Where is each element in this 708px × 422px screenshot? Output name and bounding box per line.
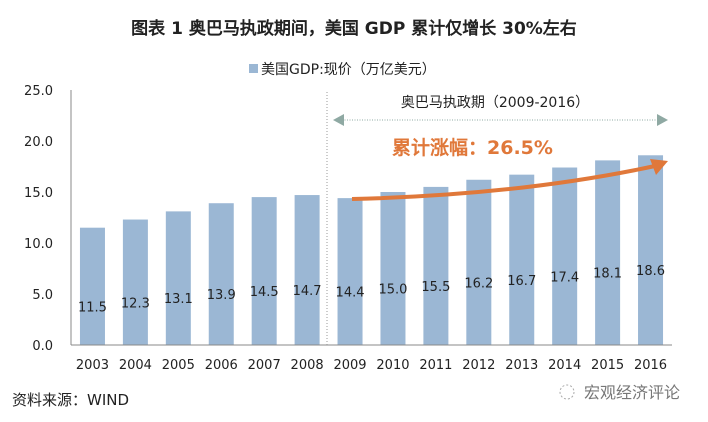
bar-2013 bbox=[509, 174, 535, 345]
bar-2008 bbox=[294, 195, 320, 345]
x-tick-label: 2009 bbox=[333, 358, 366, 373]
bar-2006 bbox=[208, 203, 234, 345]
x-tick-label: 2016 bbox=[634, 358, 667, 373]
bar-2011 bbox=[423, 186, 449, 345]
data-label: 12.3 bbox=[121, 296, 150, 311]
x-tick-label: 2007 bbox=[248, 358, 281, 373]
growth-label: 累计涨幅：26.5% bbox=[392, 136, 553, 159]
wechat-icon bbox=[559, 384, 575, 400]
data-label: 11.5 bbox=[78, 300, 107, 315]
x-tick-label: 2006 bbox=[205, 358, 238, 373]
x-tick-label: 2012 bbox=[462, 358, 495, 373]
y-tick-label: 5.0 bbox=[32, 288, 53, 303]
data-label: 14.5 bbox=[250, 285, 279, 300]
y-tick-label: 0.0 bbox=[32, 339, 53, 354]
data-label: 14.4 bbox=[336, 286, 365, 301]
x-tick-label: 2011 bbox=[419, 358, 452, 373]
y-tick-label: 15.0 bbox=[24, 186, 53, 201]
y-tick-label: 20.0 bbox=[24, 135, 53, 150]
watermark: 宏观经济评论 bbox=[559, 383, 680, 402]
data-label: 15.5 bbox=[421, 280, 450, 295]
legend: 美国GDP:现价（万亿美元） bbox=[249, 62, 436, 78]
legend-swatch bbox=[249, 64, 258, 73]
data-label: 13.1 bbox=[164, 292, 193, 307]
period-arrow bbox=[333, 114, 668, 126]
chart-title: 图表 1 奥巴马执政期间，美国 GDP 累计仅增长 30%左右 bbox=[131, 18, 577, 39]
bar-2007 bbox=[251, 197, 277, 345]
data-label: 15.0 bbox=[378, 283, 407, 298]
watermark-text: 宏观经济评论 bbox=[584, 383, 680, 402]
bar-2015 bbox=[595, 160, 621, 345]
x-tick-label: 2003 bbox=[76, 358, 109, 373]
bar-2016 bbox=[638, 155, 664, 345]
bar-2014 bbox=[552, 167, 578, 345]
y-tick-label: 25.0 bbox=[24, 84, 53, 99]
bar-2004 bbox=[122, 219, 148, 345]
data-label: 13.9 bbox=[207, 288, 236, 303]
data-label: 18.6 bbox=[636, 264, 665, 279]
x-tick-label: 2008 bbox=[291, 358, 324, 373]
x-tick-label: 2015 bbox=[591, 358, 624, 373]
bar-2005 bbox=[165, 211, 191, 345]
growth-arrow bbox=[351, 159, 668, 201]
y-tick-label: 10.0 bbox=[24, 237, 53, 252]
x-tick-label: 2005 bbox=[162, 358, 195, 373]
data-label: 14.7 bbox=[293, 284, 322, 299]
data-label: 17.4 bbox=[550, 270, 579, 285]
bar-2009 bbox=[337, 198, 363, 345]
data-label: 16.2 bbox=[464, 276, 493, 291]
x-tick-label: 2010 bbox=[376, 358, 409, 373]
period-label: 奥巴马执政期（2009-2016） bbox=[401, 94, 589, 111]
source-note: 资料来源：WIND bbox=[12, 391, 129, 409]
data-label: 16.7 bbox=[507, 274, 536, 289]
bar-2003 bbox=[79, 227, 105, 345]
x-tick-label: 2014 bbox=[548, 358, 581, 373]
legend-label: 美国GDP:现价（万亿美元） bbox=[261, 62, 436, 78]
bar-2010 bbox=[380, 192, 406, 345]
x-tick-label: 2004 bbox=[119, 358, 152, 373]
data-label: 18.1 bbox=[593, 267, 622, 282]
bar-2012 bbox=[466, 179, 492, 345]
x-tick-label: 2013 bbox=[505, 358, 538, 373]
